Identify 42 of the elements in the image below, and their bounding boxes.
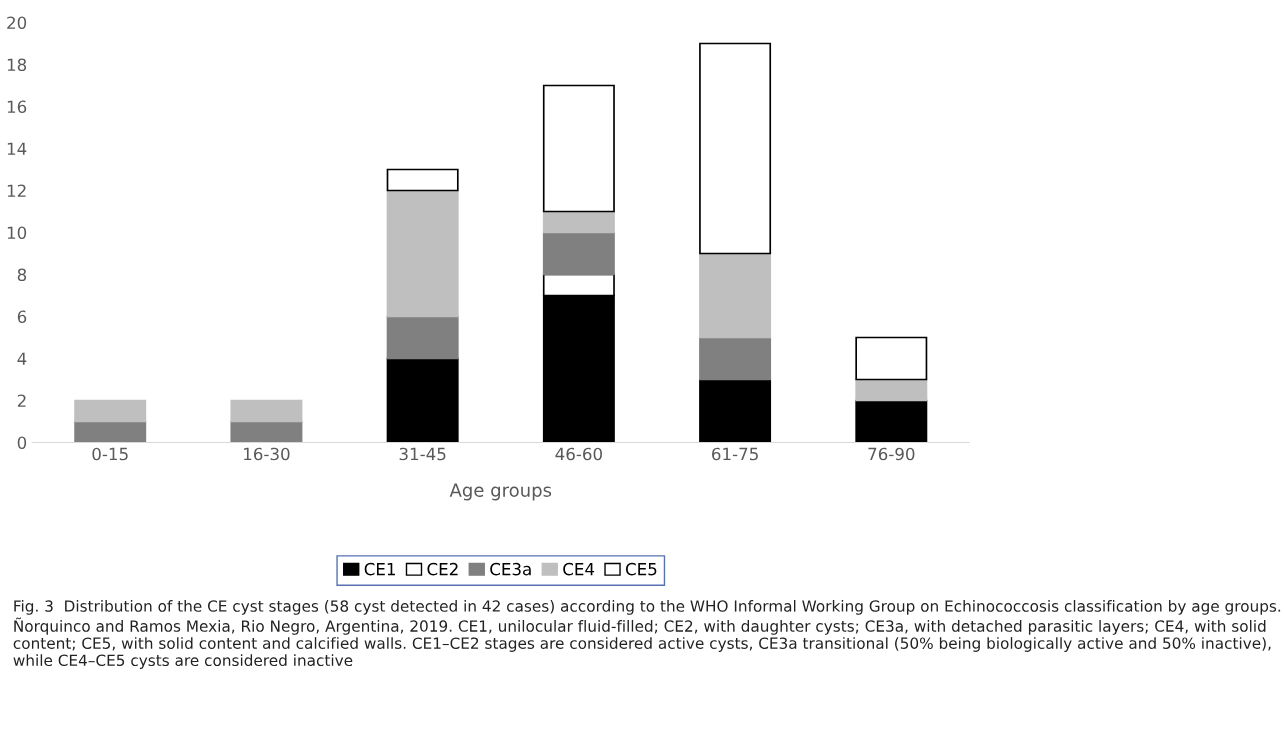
bar xyxy=(74,399,147,423)
bar xyxy=(386,357,459,443)
y-tick-label: 18 xyxy=(7,58,27,72)
legend-label: CE2 xyxy=(427,562,458,576)
legend-label: CE3a xyxy=(490,562,531,576)
x-tick-label: 16-30 xyxy=(244,447,290,461)
legend-label: CE4 xyxy=(563,562,595,576)
bar xyxy=(855,399,928,443)
bar xyxy=(699,252,772,339)
y-tick-label: 2 xyxy=(17,394,26,407)
x-tick-label: 31-45 xyxy=(399,447,446,461)
y-tick-label: 6 xyxy=(17,310,27,324)
bar xyxy=(386,189,459,318)
y-tick-label: 14 xyxy=(7,142,27,155)
legend-label: CE1 xyxy=(364,562,395,576)
bar xyxy=(855,378,928,402)
bar xyxy=(699,336,772,381)
bar xyxy=(386,315,459,360)
y-tick-label: 8 xyxy=(17,268,27,282)
bar xyxy=(699,42,772,255)
caption: Fig. 3 Distribution of the CE cyst stages (58 cyst detected in 42 cases) according to the WHO Informal Working Group on Echinococcosis classification by age groups. Ñorquinco and Ramos Mexia, Rio Negro, Argentina, 2019. CE1, unilocular fluid-filled; CE2, with daughter cysts; CE3a, with detached parasitic layers; CE4, with solid content; CE5, with solid content and calcified walls. CE1–CE2 stages are considered active cysts, CE3a transitional (50% being biologically active and 50% inactive), while CE4–CE5 cysts are considered inactive xyxy=(13,600,1281,670)
bar xyxy=(74,420,147,443)
bar xyxy=(230,420,303,443)
x-axis-title: Age groups xyxy=(449,483,552,501)
bar xyxy=(386,168,459,192)
y-tick-label: 10 xyxy=(7,226,27,240)
bar xyxy=(542,231,615,276)
y-tick-label: 16 xyxy=(7,100,27,114)
bar xyxy=(855,336,928,381)
y-tick-label: 4 xyxy=(17,352,27,365)
x-tick-label: 0-15 xyxy=(92,447,128,461)
legend-label: CE5 xyxy=(625,562,657,576)
bar xyxy=(699,378,772,443)
x-tick-label: 76-90 xyxy=(868,447,915,461)
x-tick-label: 46-60 xyxy=(555,447,602,461)
bar xyxy=(542,210,615,234)
y-tick-label: 0 xyxy=(17,436,27,450)
y-tick-label: 20 xyxy=(7,16,27,30)
bar xyxy=(230,399,303,423)
y-tick-label: 12 xyxy=(7,184,26,197)
x-tick-label: 61-75 xyxy=(712,447,758,461)
bar xyxy=(542,84,615,213)
